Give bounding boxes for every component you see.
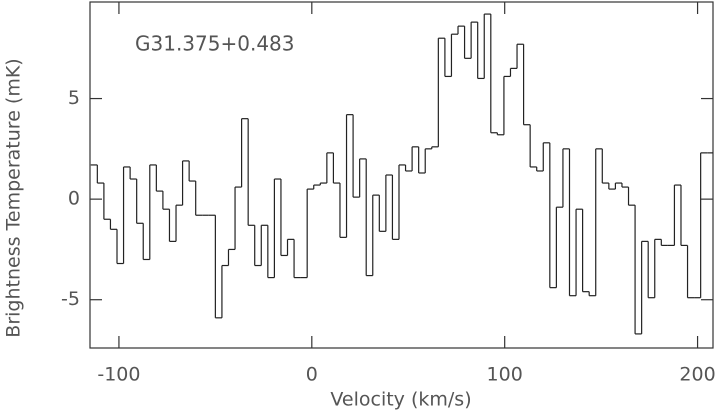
plot-area (90, 13, 713, 335)
plot-frame (89, 1, 714, 349)
y-axis-label: Brightness Temperature (mK) (3, 58, 25, 337)
x-tick-label: 100 (487, 364, 523, 386)
x-tick-label: 200 (679, 364, 715, 386)
x-tick-label: 0 (306, 364, 318, 386)
x-axis-label: Velocity (km/s) (330, 389, 471, 411)
y-tick-label: -5 (61, 288, 80, 310)
y-tick-label: 5 (68, 87, 80, 109)
x-tick-label: -100 (97, 364, 140, 386)
annotation: G31.375+0.483 (135, 32, 295, 56)
y-tick-label: 0 (68, 188, 80, 210)
